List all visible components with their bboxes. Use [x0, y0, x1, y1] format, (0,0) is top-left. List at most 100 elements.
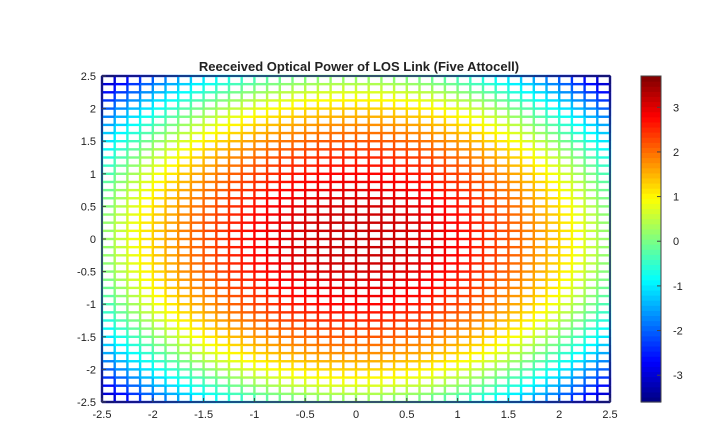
colorbar-segment: [641, 239, 661, 245]
colorbar-segment: [641, 91, 661, 97]
colorbar-segment: [641, 213, 661, 220]
colorbar-segment: [641, 381, 661, 388]
colorbar-tick-label: 3: [673, 102, 679, 114]
colorbar-segment: [641, 264, 661, 271]
colorbar-segment: [641, 315, 661, 322]
colorbar-segment: [641, 172, 661, 179]
colorbar-segment: [641, 193, 661, 199]
colorbar-segment: [641, 162, 661, 169]
x-tick-label: -2.5: [93, 409, 112, 421]
colorbar-segment: [641, 223, 661, 230]
colorbar-segment: [641, 284, 661, 291]
colorbar-segment: [641, 167, 661, 174]
colorbar-segment: [641, 182, 661, 189]
y-tick-label: -1: [86, 299, 96, 311]
colorbar-tick-label: -1: [673, 281, 683, 293]
colorbar-segment: [641, 320, 661, 327]
x-tick-label: 2: [556, 409, 562, 421]
y-tick-label: 0: [90, 234, 96, 246]
colorbar-segment: [641, 142, 661, 148]
colorbar-segment: [641, 177, 661, 184]
y-tick-label: 0.5: [81, 201, 96, 213]
colorbar-segment: [641, 132, 661, 138]
y-tick-label: 2.5: [81, 71, 96, 83]
colorbar-segment: [641, 356, 661, 362]
colorbar-segment: [641, 121, 661, 128]
y-tick-label: 2: [90, 104, 96, 116]
colorbar-segment: [641, 76, 661, 82]
colorbar-segment: [641, 254, 661, 260]
colorbar-segment: [641, 371, 661, 378]
colorbar-segment: [641, 101, 661, 108]
x-tick-label: -1.5: [194, 409, 213, 421]
colorbar-segment: [641, 386, 661, 393]
colorbar-segment: [641, 244, 661, 250]
colorbar-segment: [641, 295, 661, 301]
colorbar-segment: [641, 305, 661, 311]
y-tick-label: 1: [90, 169, 96, 181]
x-tick-label: -0.5: [296, 409, 315, 421]
plot-area: [100, 74, 612, 404]
colorbar-segment: [641, 345, 661, 352]
colorbar-segment: [641, 351, 661, 357]
y-tick-label: -0.5: [77, 267, 96, 279]
colorbar-segment: [641, 86, 661, 92]
y-tick-label: 1.5: [81, 136, 96, 148]
colorbar-segment: [641, 330, 661, 337]
colorbar-frame: [640, 75, 662, 403]
colorbar-segment: [641, 198, 661, 204]
colorbar-segment: [641, 376, 661, 383]
colorbar-segment: [641, 325, 661, 332]
colorbar-segment: [641, 126, 661, 133]
colorbar-segment: [641, 259, 661, 266]
colorbar-segment: [641, 300, 661, 306]
colorbar-segment: [641, 391, 661, 398]
x-tick-label: -1: [250, 409, 260, 421]
colorbar-segment: [641, 233, 661, 240]
colorbar-segment: [641, 310, 661, 317]
colorbar-segment: [641, 137, 661, 143]
colorbar-segment: [641, 279, 661, 286]
colorbar-tick-label: 1: [673, 192, 679, 204]
colorbar-segment: [641, 218, 661, 225]
y-tick-label: -2.5: [77, 397, 96, 409]
colorbar-segment: [641, 152, 661, 159]
colorbar-segment: [641, 289, 661, 296]
colorbar-segment: [641, 340, 661, 347]
x-tick-label: 1: [455, 409, 461, 421]
colorbar-segment: [641, 203, 661, 210]
colorbar-tick-label: 2: [673, 147, 679, 159]
colorbar-segment: [641, 111, 661, 118]
colorbar-segment: [641, 81, 661, 87]
colorbar-segment: [641, 208, 661, 215]
colorbar-segment: [641, 96, 661, 103]
x-tick-label: 2.5: [602, 409, 617, 421]
colorbar: [640, 75, 662, 403]
colorbar-segment: [641, 366, 661, 373]
x-tick-label: 1.5: [501, 409, 516, 421]
colorbar-segment: [641, 361, 661, 367]
colorbar-segment: [641, 228, 661, 235]
x-tick-label: -2: [148, 409, 158, 421]
colorbar-segment: [641, 396, 661, 403]
colorbar-ticks: 3 2 1 0 -1 -2 -3: [657, 102, 683, 382]
x-axis-ticks: -2.5 -2 -1.5 -1 -0.5 0 0.5 1 1.5 2 2.5: [93, 398, 618, 421]
chart-title: Reeceived Optical Power of LOS Link (Fiv…: [199, 59, 519, 74]
y-axis-ticks: 2.5 2 1.5 1 0.5 0 -0.5 -1 -1.5 -2 -2.5: [77, 71, 106, 409]
y-tick-label: -1.5: [77, 332, 96, 344]
colorbar-segment: [641, 269, 661, 276]
colorbar-segment: [641, 157, 661, 164]
colorbar-tick-label: -3: [673, 370, 683, 382]
x-tick-label: 0.5: [399, 409, 414, 421]
x-tick-label: 0: [353, 409, 359, 421]
colorbar-segment: [641, 335, 661, 342]
colorbar-segment: [641, 188, 661, 194]
colorbar-tick-label: 0: [673, 236, 679, 248]
y-tick-label: -2: [86, 364, 96, 376]
colorbar-segment: [641, 249, 661, 255]
colorbar-tick-label: -2: [673, 326, 683, 338]
colorbar-segment: [641, 106, 661, 113]
colorbar-segment: [641, 274, 661, 281]
colorbar-segment: [641, 116, 661, 123]
